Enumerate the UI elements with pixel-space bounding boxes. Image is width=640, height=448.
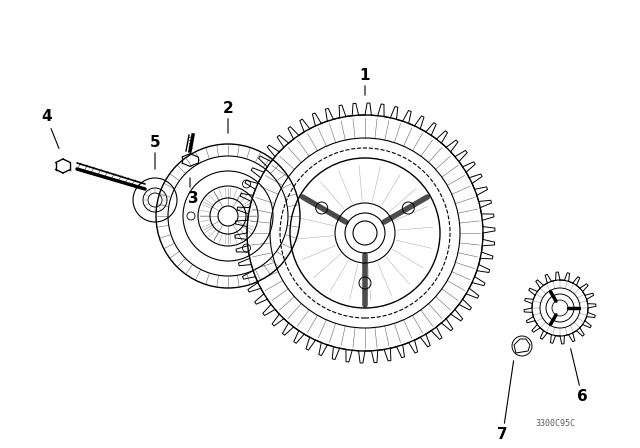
- Text: 2: 2: [223, 100, 234, 116]
- Text: 6: 6: [577, 388, 588, 404]
- Text: 7: 7: [497, 426, 508, 441]
- Circle shape: [353, 221, 377, 245]
- Text: 5: 5: [150, 134, 160, 150]
- Text: 4: 4: [42, 108, 52, 124]
- Text: 3: 3: [188, 190, 198, 206]
- Text: 3300C95C: 3300C95C: [535, 418, 575, 427]
- Text: 1: 1: [360, 68, 371, 82]
